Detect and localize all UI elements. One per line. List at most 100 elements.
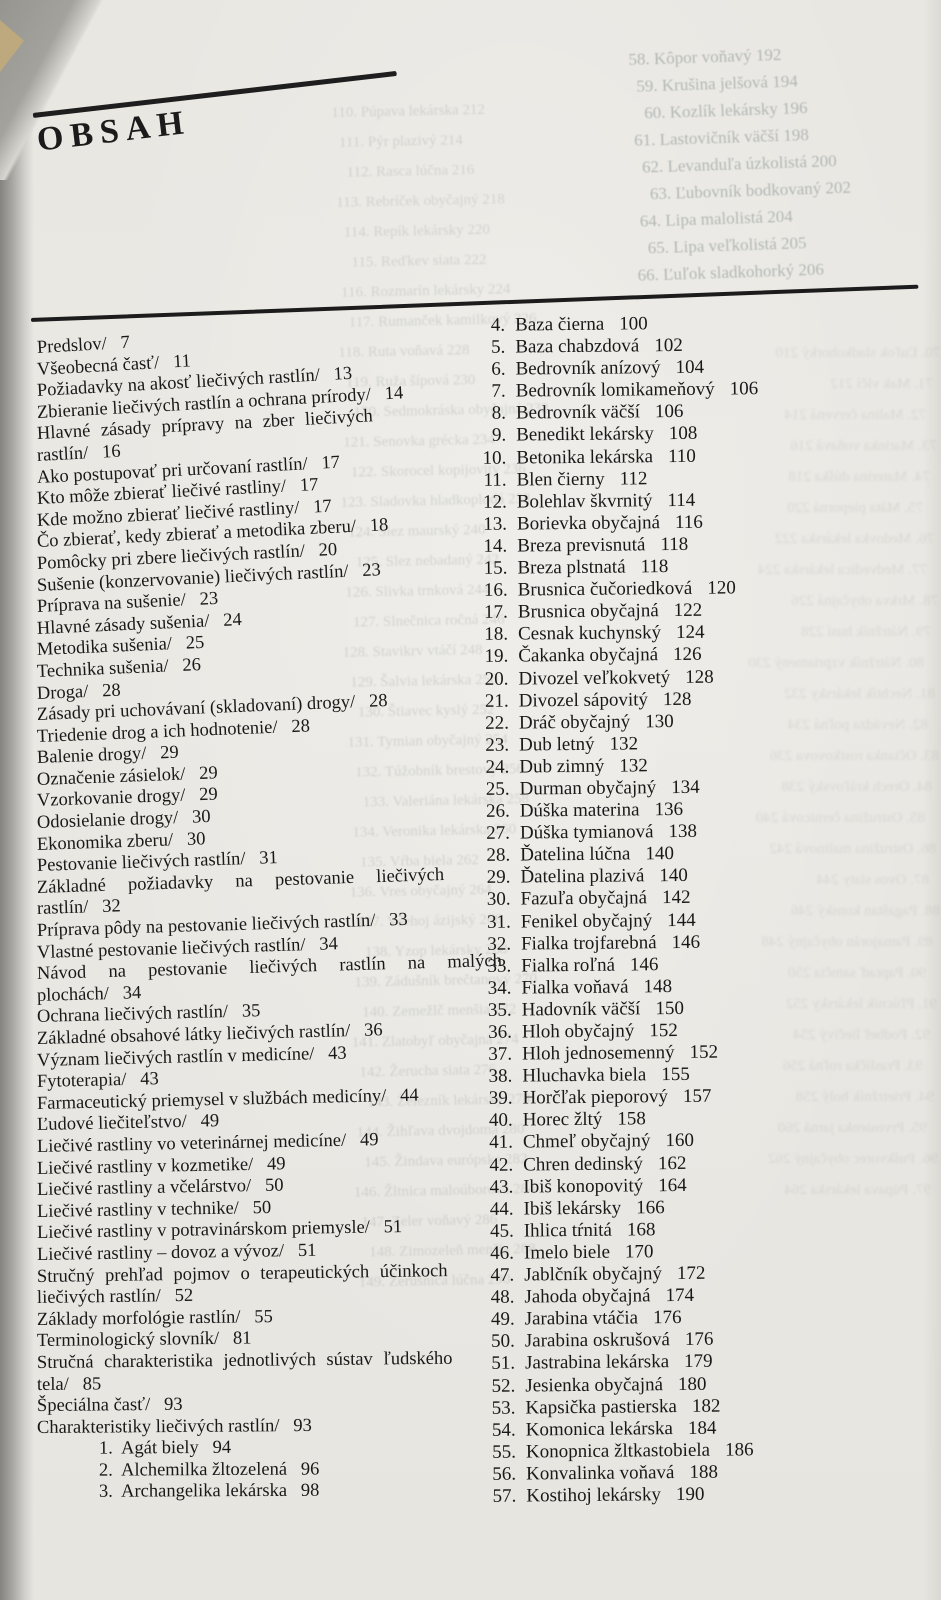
toc-entry-nm: Cesnak kuchynský <box>517 622 662 645</box>
toc-entry-pg: 146 <box>671 931 701 953</box>
toc-entry-pg: 188 <box>689 1461 718 1483</box>
bleedthrough-line: 114. Repík lekársky 220 <box>343 221 491 241</box>
toc-entry-pg: 138 <box>668 820 698 843</box>
bleedthrough-text-top-right: 58. Kôpor voňavý 192 59. Krušina jelšová … <box>628 36 941 289</box>
toc-entry-pg: 155 <box>661 1064 690 1086</box>
toc-entry-num: 21. <box>484 690 509 712</box>
toc-entry-nm: Hluchavka biela <box>522 1064 647 1087</box>
toc-entry-num: 57. <box>492 1485 517 1507</box>
toc-entry-pg: 184 <box>687 1417 717 1439</box>
toc-entry-pg: 128 <box>662 688 692 710</box>
toc-entry-num: 24. <box>485 756 510 778</box>
toc-entry-num: 15. <box>483 557 508 579</box>
toc-entry-nm: Horčľak pieporový <box>522 1086 669 1109</box>
toc-entry: 57. Kostihoj lekársky 190 <box>479 1481 941 1508</box>
toc-entry-num: 28. <box>486 844 511 867</box>
toc-line: 2. Alchemilka žltozelená 96 <box>98 1459 320 1481</box>
toc-entry-pg: 140 <box>645 843 675 865</box>
toc-entry-nm: Jarabina vtáčia <box>524 1307 639 1330</box>
toc-entry-num: 27. <box>486 822 511 845</box>
toc-entry-nm: Imelo biele <box>523 1241 611 1264</box>
toc-entry-pg: 124 <box>675 622 705 644</box>
bleedthrough-line: 113. Rebríček obyčajný 218 <box>336 191 505 211</box>
toc-entry-pg: 176 <box>652 1307 682 1329</box>
toc-entry-pg: 174 <box>665 1285 695 1307</box>
toc-entry-pg: 116 <box>674 511 703 533</box>
toc-entry-num: 46. <box>490 1242 515 1264</box>
toc-entry-num: 8. <box>491 403 507 425</box>
toc-entry-num: 45. <box>489 1220 514 1242</box>
toc-entry-pg: 132 <box>609 733 639 755</box>
toc-entry-nm: Fenikel obyčajný <box>520 909 653 933</box>
toc-entry-num: 53. <box>491 1397 516 1419</box>
toc-entry-num: 44. <box>489 1198 514 1220</box>
toc-entry-pg: 152 <box>649 1020 678 1042</box>
right-edge-shade <box>923 0 941 1600</box>
toc-entry-num: 47. <box>490 1264 515 1286</box>
toc-entry-num: 42. <box>489 1154 514 1176</box>
toc-entry-pg: 102 <box>654 335 683 357</box>
toc-entry-nm: Dub letný <box>519 733 595 756</box>
toc-entry-nm: Brusnica obyčajná <box>517 600 659 623</box>
toc-right-column: 4. Baza čierna 100 5. Baza chabzdová 102 6. Bed… <box>468 310 941 1508</box>
toc-entry-pg: 110 <box>667 445 696 467</box>
bleedthrough-line: 116. Rozmarín lekársky 224 <box>340 281 511 301</box>
toc-entry-num: 34. <box>487 977 512 999</box>
toc-entry-nm: Baza chabzdová <box>515 335 640 358</box>
toc-entry-num: 55. <box>492 1441 517 1463</box>
toc-entry-pg: 132 <box>619 755 648 777</box>
toc-entry-pg: 172 <box>676 1262 706 1285</box>
toc-entry-nm: Fazuľa obyčajná <box>520 887 648 910</box>
toc-entry-num: 17. <box>484 601 508 624</box>
toc-left-column: Predslov/ 7 Všeobecná časť/ 11 Požiadavky … <box>36 333 502 1504</box>
toc-entry-num: 10. <box>482 447 507 469</box>
toc-entry-num: 22. <box>485 712 510 734</box>
toc-entry-pg: 108 <box>668 423 698 445</box>
toc-entry-nm: Bedrovník lomikameňový <box>515 378 715 402</box>
toc-entry-nm: Dráč obyčajný <box>518 711 631 734</box>
toc-entry-num: 56. <box>492 1463 517 1485</box>
toc-entry-nm: Hloh obyčajný <box>521 1020 635 1043</box>
toc-entry-num: 41. <box>489 1132 514 1154</box>
toc-entry-nm: Dúška materina <box>519 799 640 822</box>
toc-entry-pg: 126 <box>672 644 702 666</box>
toc-entry-nm: Kostihoj lekársky <box>526 1484 662 1507</box>
toc-entry-num: 23. <box>485 734 510 756</box>
toc-entry-nm: Bedrovník väčší <box>515 401 641 424</box>
toc-entry-nm: Durman obyčajný <box>519 777 657 800</box>
toc-entry-nm: Ibiš lekársky <box>523 1197 622 1220</box>
page-corner-shadow <box>0 0 120 180</box>
toc-entry-num: 30. <box>486 889 511 911</box>
toc-entry-pg: 134 <box>671 776 700 799</box>
toc-entry-nm: Baza čierna <box>514 313 605 336</box>
toc-entry-num: 4. <box>490 314 506 336</box>
toc-entry-pg: 164 <box>658 1174 687 1196</box>
toc-entry-num: 50. <box>491 1330 515 1353</box>
toc-entry-nm: Horec žltý <box>522 1109 603 1131</box>
toc-entry-num: 51. <box>491 1353 516 1375</box>
toc-entry-nm: Jablčník obyčajný <box>524 1263 663 1286</box>
toc-entry-num: 37. <box>488 1043 513 1065</box>
toc-entry-pg: 112 <box>619 467 648 490</box>
toc-entry-nm: Ihlica tŕnitá <box>523 1219 613 1242</box>
toc-entry-pg: 118 <box>660 533 689 556</box>
toc-entry-nm: Brusnica čučoriedková <box>517 577 693 601</box>
bleedthrough-line: 112. Rasca lúčna 216 <box>346 162 475 181</box>
toc-entry-pg: 106 <box>729 378 759 400</box>
toc-entry-num: 11. <box>483 469 507 491</box>
toc-entry-nm: Hadovník väčší <box>521 998 641 1021</box>
toc-entry-nm: Borievka obyčajná <box>516 512 661 535</box>
toc-entry-num: 9. <box>491 425 507 447</box>
toc-entry-pg: 106 <box>654 401 684 423</box>
toc-entry-pg: 186 <box>724 1439 754 1461</box>
toc-entry-pg: 168 <box>626 1219 656 1241</box>
toc-entry-nm: Komonica lekárska <box>525 1417 673 1441</box>
toc-entry-num: 7. <box>491 380 506 403</box>
page-edge-shadow <box>0 0 34 1600</box>
toc-entry-pg: 180 <box>677 1373 707 1395</box>
toc-entry-nm: Jahoda obyčajná <box>524 1285 651 1308</box>
toc-entry-nm: Chmeľ obyčajný <box>522 1130 651 1153</box>
toc-entry-pg: 144 <box>667 909 696 931</box>
toc-entry-num: 49. <box>490 1308 515 1331</box>
